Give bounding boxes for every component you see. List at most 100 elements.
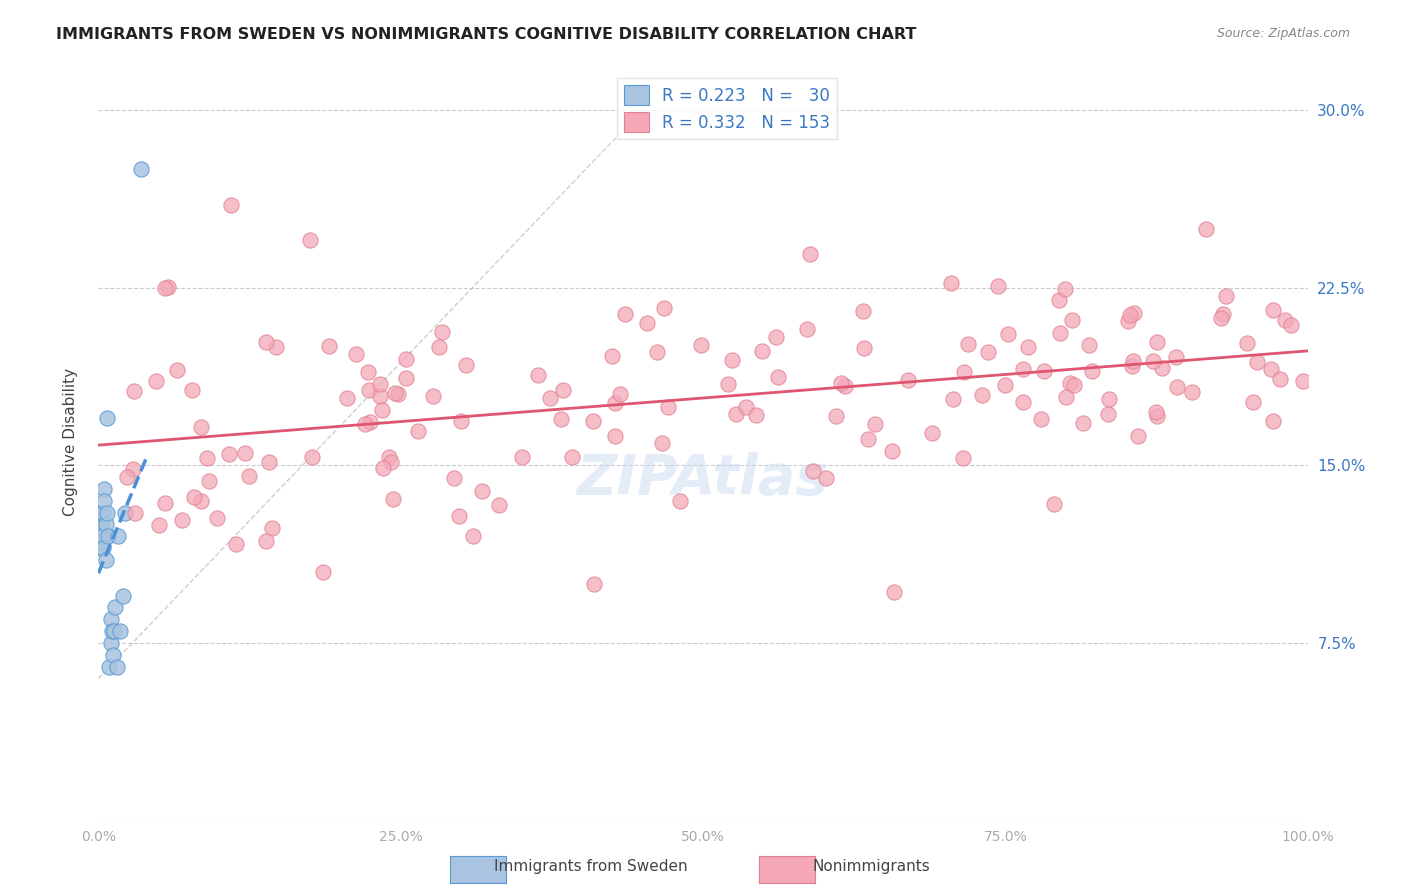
Point xyxy=(538,392,561,406)
Text: Immigrants from Sweden: Immigrants from Sweden xyxy=(494,859,688,874)
Point xyxy=(395,370,418,384)
Point xyxy=(430,325,453,339)
Point xyxy=(344,347,367,361)
Point xyxy=(368,376,391,391)
Point xyxy=(1012,361,1035,376)
Point xyxy=(651,436,673,450)
Point xyxy=(725,407,748,421)
Point xyxy=(896,373,918,387)
Point xyxy=(1116,314,1139,328)
Point xyxy=(721,352,744,367)
Point xyxy=(1211,311,1233,326)
Point xyxy=(166,363,188,377)
Point xyxy=(801,464,824,478)
Point xyxy=(1043,497,1066,511)
Point xyxy=(939,276,962,290)
Point xyxy=(734,400,756,414)
Point xyxy=(124,506,146,520)
Point xyxy=(815,471,838,485)
Point xyxy=(91,541,114,556)
Point xyxy=(195,450,218,465)
Point xyxy=(129,162,152,177)
Point xyxy=(582,414,605,428)
Point xyxy=(266,340,288,354)
Point xyxy=(1122,354,1144,368)
Point xyxy=(318,339,340,353)
Point xyxy=(122,462,145,476)
Point xyxy=(510,450,533,464)
Point xyxy=(1236,335,1258,350)
Point xyxy=(105,659,128,673)
Point xyxy=(357,365,380,379)
Point xyxy=(834,379,856,393)
Point xyxy=(354,417,377,431)
Point xyxy=(488,498,510,512)
Point xyxy=(225,536,247,550)
Point xyxy=(1241,394,1264,409)
Point xyxy=(1062,313,1084,327)
Point xyxy=(94,553,117,567)
Point xyxy=(172,513,194,527)
Point xyxy=(1261,414,1284,428)
Point xyxy=(87,529,110,543)
Point xyxy=(93,493,115,508)
Point xyxy=(1166,380,1188,394)
Point xyxy=(145,374,167,388)
Text: IMMIGRANTS FROM SWEDEN VS NONIMMIGRANTS COGNITIVE DISABILITY CORRELATION CHART: IMMIGRANTS FROM SWEDEN VS NONIMMIGRANTS … xyxy=(56,27,917,42)
Point xyxy=(987,278,1010,293)
Point xyxy=(561,450,583,465)
Point xyxy=(657,400,679,414)
Point xyxy=(335,392,357,406)
Point xyxy=(1119,308,1142,322)
Point xyxy=(852,341,875,355)
Point xyxy=(91,534,114,549)
Point xyxy=(90,506,112,520)
Point xyxy=(233,446,256,460)
Point xyxy=(359,383,381,397)
Point xyxy=(190,494,212,508)
Point xyxy=(717,376,740,391)
Point xyxy=(450,414,472,428)
Point xyxy=(422,389,444,403)
Point xyxy=(1077,338,1099,352)
Point xyxy=(953,365,976,379)
Point xyxy=(190,419,212,434)
Point xyxy=(751,344,773,359)
Point xyxy=(183,490,205,504)
Point xyxy=(1053,282,1076,296)
Point xyxy=(101,648,124,662)
Point xyxy=(1164,350,1187,364)
Text: Nonimmigrants: Nonimmigrants xyxy=(813,859,931,874)
Point xyxy=(1126,428,1149,442)
Point xyxy=(301,450,323,464)
Point xyxy=(609,387,631,401)
Point xyxy=(114,506,136,520)
Point xyxy=(1029,411,1052,425)
Point xyxy=(689,338,711,352)
Point xyxy=(799,246,821,260)
Point xyxy=(205,510,228,524)
Point xyxy=(1260,362,1282,376)
Point xyxy=(96,506,118,520)
Point xyxy=(1146,409,1168,423)
Point xyxy=(111,589,134,603)
Point xyxy=(1274,312,1296,326)
Point xyxy=(93,482,115,496)
Point xyxy=(1097,407,1119,421)
Point xyxy=(766,370,789,384)
Point xyxy=(100,636,122,650)
Point xyxy=(91,529,114,543)
Point xyxy=(765,330,787,344)
Point xyxy=(1017,340,1039,354)
Point xyxy=(956,336,979,351)
Point xyxy=(471,483,494,498)
Point xyxy=(1144,405,1167,419)
Point xyxy=(830,376,852,390)
Point xyxy=(156,279,179,293)
Point xyxy=(198,474,221,488)
Point xyxy=(115,470,138,484)
Point xyxy=(312,566,335,580)
Point xyxy=(97,529,120,543)
Point xyxy=(371,402,394,417)
Point xyxy=(1059,376,1081,391)
